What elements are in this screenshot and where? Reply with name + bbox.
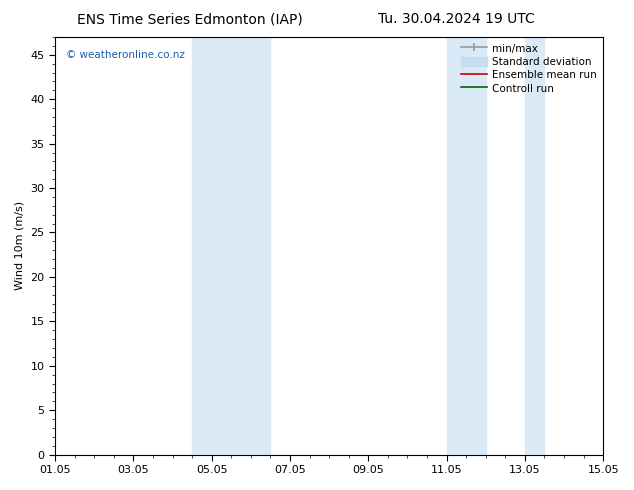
Bar <box>446 37 486 455</box>
Legend: min/max, Standard deviation, Ensemble mean run, Controll run: min/max, Standard deviation, Ensemble me… <box>456 39 601 98</box>
Bar <box>192 37 271 455</box>
Y-axis label: Wind 10m (m/s): Wind 10m (m/s) <box>15 201 25 291</box>
Bar <box>525 37 545 455</box>
Text: Tu. 30.04.2024 19 UTC: Tu. 30.04.2024 19 UTC <box>378 12 535 26</box>
Text: ENS Time Series Edmonton (IAP): ENS Time Series Edmonton (IAP) <box>77 12 303 26</box>
Text: © weatheronline.co.nz: © weatheronline.co.nz <box>66 49 185 60</box>
